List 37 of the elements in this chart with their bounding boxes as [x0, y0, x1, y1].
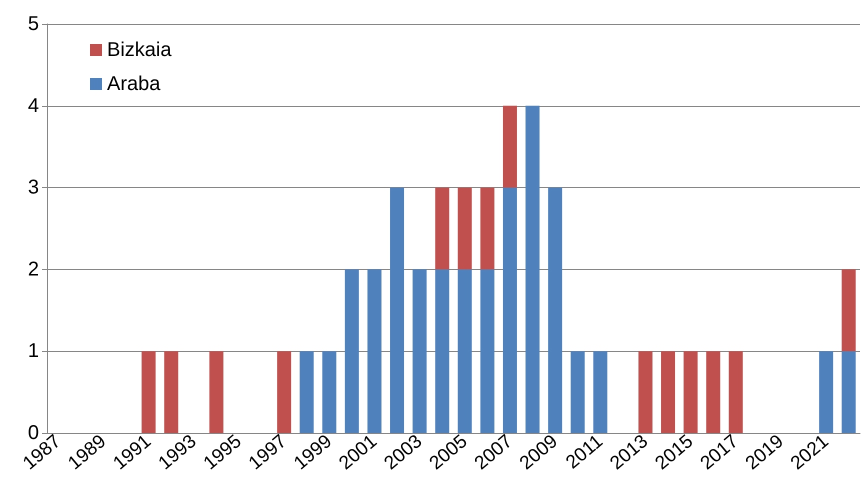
bar [842, 351, 856, 433]
bar [480, 269, 494, 433]
y-tick-label: 1 [28, 340, 39, 362]
bar [209, 351, 224, 433]
bar [458, 188, 472, 270]
y-tick-label: 2 [28, 258, 39, 280]
bar [390, 188, 404, 433]
bar [638, 351, 652, 433]
bar [502, 188, 517, 433]
bar [570, 351, 585, 433]
bar [819, 351, 834, 433]
bar [684, 351, 698, 433]
bar [367, 269, 382, 433]
bar [412, 269, 427, 433]
y-tick-label: 4 [28, 94, 39, 117]
bar [842, 269, 856, 352]
bar [593, 351, 608, 433]
y-tick-label: 5 [28, 13, 39, 35]
bar [142, 351, 156, 433]
bar [435, 269, 450, 433]
bar [458, 269, 472, 433]
bar [277, 351, 292, 433]
bar [526, 106, 540, 433]
bar [300, 351, 314, 433]
y-tick-label: 3 [28, 176, 39, 199]
legend-label: Araba [107, 73, 162, 95]
bar [548, 188, 562, 433]
legend-label: Bizkaia [107, 39, 172, 61]
bar [502, 106, 517, 188]
bar [706, 351, 720, 433]
bar [728, 351, 743, 433]
bar [164, 351, 178, 433]
bar [344, 269, 359, 433]
bar [435, 188, 450, 270]
bar [661, 351, 676, 433]
bar [322, 351, 336, 433]
bar [480, 188, 494, 270]
